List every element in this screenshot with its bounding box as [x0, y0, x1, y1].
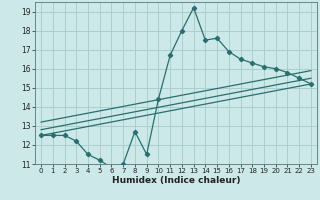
X-axis label: Humidex (Indice chaleur): Humidex (Indice chaleur) — [112, 176, 240, 185]
